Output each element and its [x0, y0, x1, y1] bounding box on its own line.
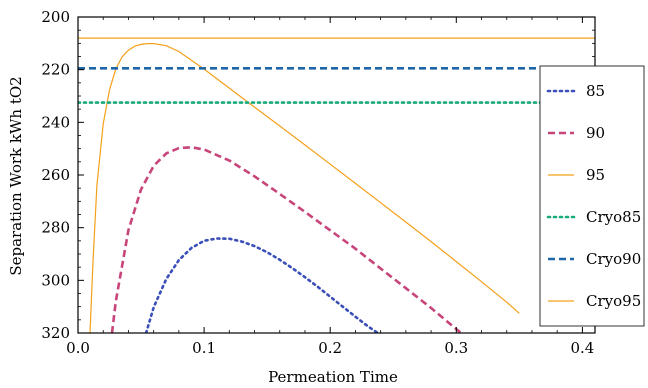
x-tick-label-2: 0.2 — [318, 339, 342, 357]
legend-label-4: Cryo90 — [586, 250, 641, 268]
y-tick-label-4: 280 — [41, 219, 70, 237]
y-tick-label-2: 240 — [41, 113, 70, 131]
x-tick-label-0: 0.0 — [66, 339, 90, 357]
y-tick-label-5: 300 — [41, 271, 70, 289]
y-tick-label-0: 200 — [41, 8, 70, 26]
x-tick-label-1: 0.1 — [192, 339, 216, 357]
series-line-2 — [89, 42, 520, 333]
ticks-layer: 0.0 0.1 0.2 0.3 0.4 200 220 240 260 280 300 320 — [41, 8, 595, 357]
legend-label-0: 85 — [586, 82, 605, 100]
legend-label-5: Cryo95 — [586, 292, 641, 310]
legend-box — [539, 65, 645, 327]
plot-frame — [77, 16, 596, 334]
y-tick-label-3: 260 — [41, 166, 70, 184]
x-axis-title: Permeation Time — [268, 368, 398, 386]
y-axis-title: Separation Work kWh tO2 — [7, 76, 25, 275]
legend-label-1: 90 — [586, 124, 605, 142]
series-line-0 — [144, 237, 381, 333]
legend-label-3: Cryo85 — [586, 208, 641, 226]
legend: 85 90 95 Cryo85 Cryo90 Cryo95 — [539, 65, 645, 327]
y-tick-label-1: 220 — [41, 61, 70, 79]
series-layer — [78, 37, 595, 333]
legend-label-2: 95 — [586, 166, 605, 184]
y-tick-label-6: 320 — [41, 324, 70, 342]
x-tick-label-3: 0.3 — [444, 339, 468, 357]
x-tick-label-4: 0.4 — [570, 339, 594, 357]
series-line-1 — [110, 145, 464, 333]
